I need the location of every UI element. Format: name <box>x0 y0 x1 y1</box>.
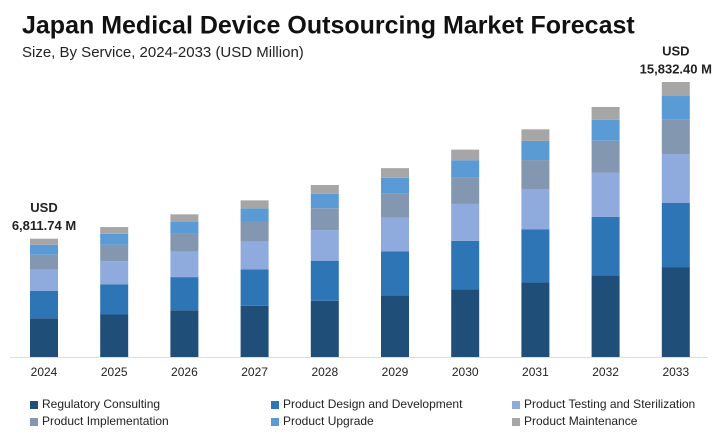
bar-segment <box>170 251 199 278</box>
bar-segment <box>451 240 480 290</box>
x-tick-label: 2033 <box>662 365 689 379</box>
annotation: 15,832.40 M <box>640 61 712 76</box>
bar-segment <box>451 149 480 161</box>
bar-segment <box>240 221 269 242</box>
bar-segment <box>451 160 480 178</box>
bar-segment <box>521 282 550 357</box>
bar-segment <box>591 275 620 357</box>
bar-segment <box>591 106 620 120</box>
bar-segment <box>521 229 550 283</box>
legend-label: Product Upgrade <box>283 414 374 428</box>
legend-swatch <box>271 401 279 409</box>
chart-title: Japan Medical Device Outsourcing Market … <box>22 12 635 40</box>
bar-segment <box>100 261 129 285</box>
bar-segment <box>310 260 339 301</box>
bar-segment <box>310 193 339 209</box>
bar-segment <box>661 202 690 268</box>
bar-segment <box>30 290 58 319</box>
legend-swatch <box>512 401 520 409</box>
x-tick-label: 2032 <box>592 365 619 379</box>
legend-label: Product Testing and Sterilization <box>524 397 695 411</box>
legend-label: Product Implementation <box>42 414 169 428</box>
bar-segment <box>30 244 58 255</box>
bar-segment <box>521 129 550 141</box>
bar-segment <box>591 140 620 173</box>
bar-segment <box>30 318 58 357</box>
bar-segment <box>591 216 620 276</box>
bar-segment <box>661 82 690 97</box>
x-tick-label: 2025 <box>101 365 128 379</box>
bar-segment <box>240 241 269 270</box>
bar-segment <box>170 221 199 234</box>
bar-segment <box>661 267 690 357</box>
annotation: USD <box>30 200 57 215</box>
x-tick-label: 2028 <box>311 365 338 379</box>
bar-segment <box>521 188 550 230</box>
bar-segment <box>521 160 550 189</box>
bar-segment <box>591 172 620 217</box>
bar-segment <box>661 96 690 120</box>
bar-segment <box>381 251 409 296</box>
x-tick-label: 2024 <box>31 365 58 379</box>
bar-segment <box>310 185 339 194</box>
bar-segment <box>381 168 409 178</box>
bar-segment <box>381 295 409 357</box>
legend-swatch <box>512 418 520 426</box>
bar-segment <box>240 269 269 306</box>
bar-segment <box>170 214 199 222</box>
bar-segment <box>521 140 550 161</box>
bar-segment <box>100 227 129 234</box>
x-tick-label: 2030 <box>452 365 479 379</box>
bar-segment <box>451 177 480 204</box>
bar-segment <box>310 300 339 357</box>
x-tick-label: 2031 <box>522 365 549 379</box>
legend-swatch <box>30 401 38 409</box>
bar-segment <box>240 305 269 357</box>
bar-segment <box>451 203 480 241</box>
bar-segment <box>451 289 480 357</box>
bar-segment <box>591 119 620 141</box>
x-tick-label: 2029 <box>382 365 409 379</box>
bar-segment <box>170 310 199 357</box>
bar-segment <box>661 119 690 155</box>
bar-segment <box>30 254 58 270</box>
bar-segment <box>170 233 199 252</box>
bar-segment <box>170 277 199 311</box>
annotation: 6,811.74 M <box>12 218 76 233</box>
chart-subtitle: Size, By Service, 2024-2033 (USD Million… <box>22 44 304 61</box>
legend-swatch <box>271 418 279 426</box>
legend-label: Regulatory Consulting <box>42 397 160 411</box>
bar-segment <box>381 193 409 218</box>
bar-segment <box>100 284 129 315</box>
legend-label: Product Design and Development <box>283 397 463 411</box>
bar-segment <box>240 200 269 209</box>
bar-segment <box>240 208 269 222</box>
legend-label: Product Maintenance <box>524 414 638 428</box>
bar-segment <box>100 233 129 245</box>
bar-segment <box>100 314 129 357</box>
bar-segment <box>310 230 339 261</box>
bar-segment <box>30 238 58 245</box>
bar-segment <box>310 208 339 231</box>
bar-segment <box>381 177 409 194</box>
bar-segment <box>381 217 409 252</box>
legend-swatch <box>30 418 38 426</box>
bar-segment <box>100 244 129 262</box>
x-tick-label: 2027 <box>241 365 268 379</box>
bar-segment <box>30 269 58 291</box>
x-tick-label: 2026 <box>171 365 198 379</box>
bar-segment <box>661 154 690 203</box>
annotation: USD <box>662 43 689 58</box>
